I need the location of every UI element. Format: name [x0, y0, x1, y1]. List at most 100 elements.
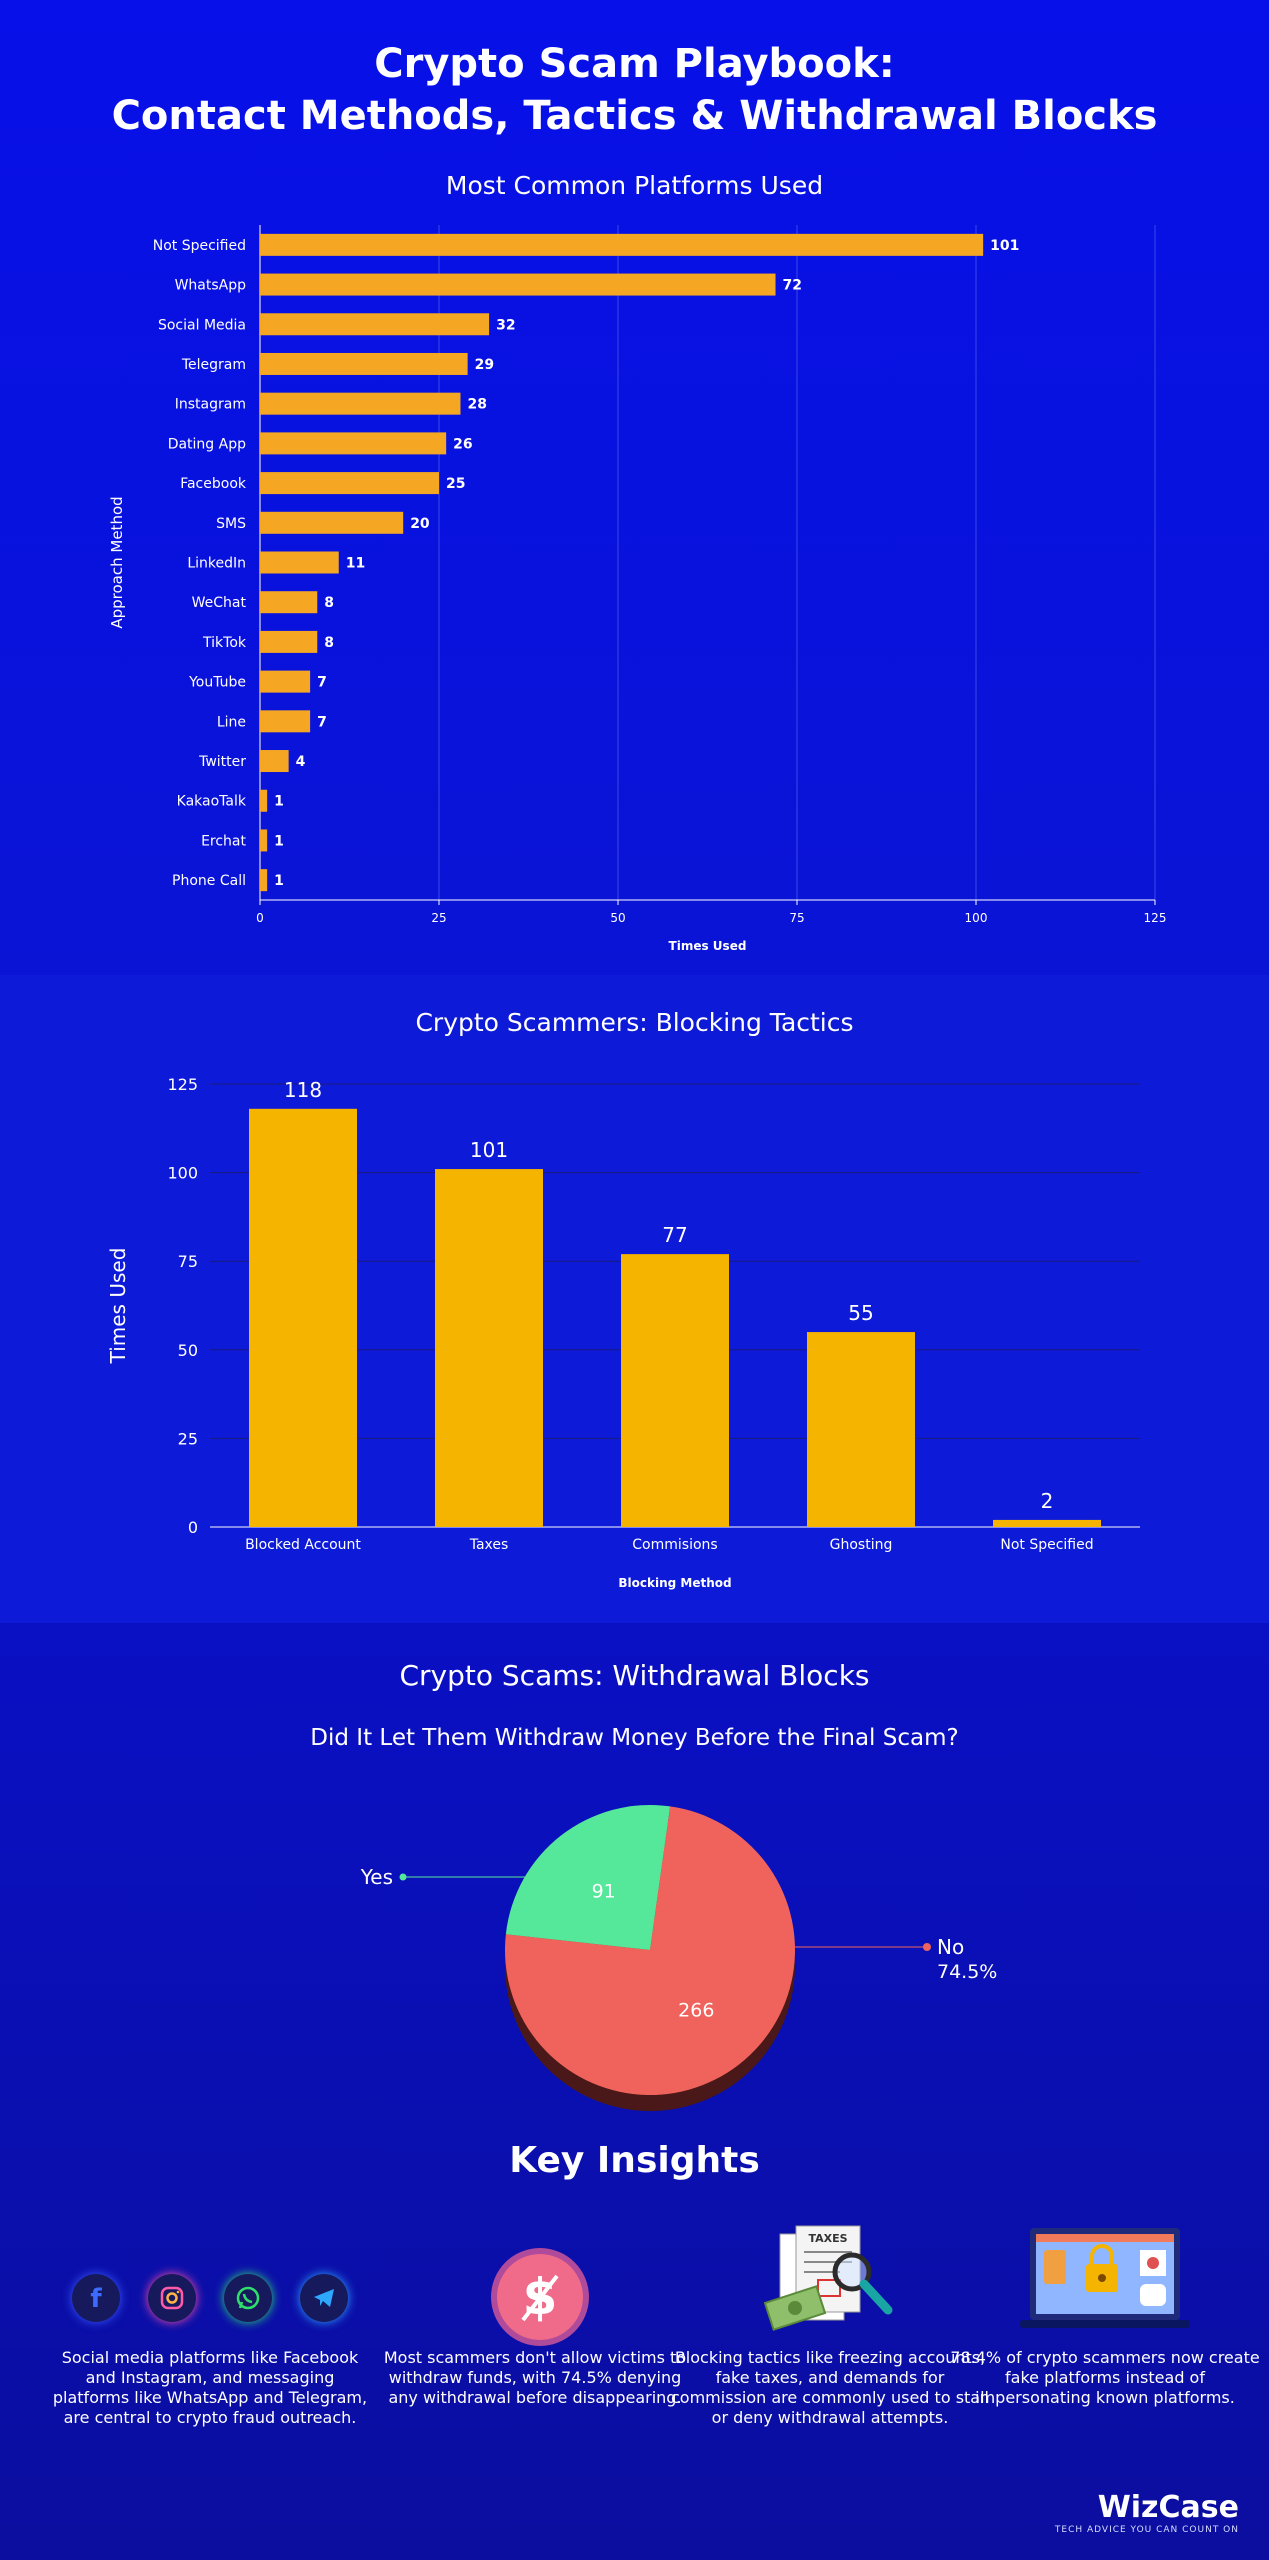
y-tick-label: Dating App [168, 436, 246, 452]
brand-name: WizCase [1097, 2490, 1239, 2525]
bar-value-label: 55 [848, 1301, 873, 1325]
bar [260, 789, 268, 812]
bar-value-label: 101 [470, 1138, 508, 1162]
brand-tagline: TECH ADVICE YOU CAN COUNT ON [1054, 2525, 1239, 2535]
page-title: Crypto Scam Playbook: Contact Methods, T… [0, 38, 1269, 142]
insight-blocking-tactics: Blocking tactics like freezing accounts,… [671, 2348, 989, 2427]
pie-slice [505, 1805, 671, 1950]
bar [260, 551, 339, 574]
bar [260, 392, 461, 415]
pie-callout-dot [399, 1873, 407, 1881]
bar [260, 472, 439, 495]
bar [260, 591, 318, 614]
x-tick-label: 0 [256, 911, 264, 925]
bar [435, 1169, 543, 1527]
platforms-chart-title: Most Common Platforms Used [445, 171, 824, 200]
bar-value-label: 26 [453, 436, 472, 452]
x-tick-label: 25 [431, 911, 446, 925]
x-tick-label: 125 [1144, 911, 1167, 925]
x-axis-label: Blocking Method [618, 1576, 731, 1590]
bar [260, 670, 311, 693]
insight-social-platforms: Social media platforms like Facebook and… [52, 2348, 368, 2427]
y-tick-label: Instagram [175, 397, 246, 413]
bar [260, 233, 984, 256]
pie-category-label: No [937, 1935, 964, 1959]
pie-value-label: 91 [592, 1880, 616, 1902]
y-tick-label: Erchat [201, 833, 246, 849]
y-tick-label: KakaoTalk [177, 794, 247, 810]
bar [260, 630, 318, 653]
bar-value-label: 8 [324, 635, 334, 651]
tax-document-icon: TAXES [760, 2222, 910, 2342]
x-tick-label: 50 [610, 911, 625, 925]
bar [260, 313, 490, 336]
bar-value-label: 2 [1041, 1489, 1054, 1513]
insight-fake-platforms: 78.4% of crypto scammers now create fake… [950, 2348, 1260, 2407]
bar-value-label: 11 [346, 556, 365, 572]
bar [993, 1519, 1101, 1527]
bar [260, 829, 268, 852]
bar [260, 352, 468, 375]
bar-value-label: 28 [467, 397, 486, 413]
y-tick-label: LinkedIn [187, 556, 246, 572]
bar-value-label: 7 [317, 675, 327, 691]
y-tick-label: 0 [188, 1518, 198, 1537]
bar-value-label: 7 [317, 714, 327, 730]
bar-value-label: 32 [496, 317, 515, 333]
bar [621, 1254, 729, 1527]
y-tick-label: Facebook [180, 476, 247, 492]
x-tick-label: 75 [789, 911, 804, 925]
x-tick-label: Ghosting [830, 1537, 893, 1553]
x-tick-label: Taxes [469, 1537, 509, 1553]
bar [260, 710, 311, 733]
title-line-2: Contact Methods, Tactics & Withdrawal Bl… [111, 93, 1158, 139]
y-tick-label: Telegram [181, 357, 246, 373]
bar-value-label: 4 [296, 754, 306, 770]
svg-text:f: f [90, 2284, 102, 2313]
bar [260, 432, 447, 455]
brand-logo: WizCase TECH ADVICE YOU CAN COUNT ON [1055, 2490, 1239, 2535]
instagram-icon [148, 2274, 196, 2322]
y-tick-label: WhatsApp [175, 278, 247, 294]
y-tick-label: YouTube [188, 675, 246, 691]
y-axis-label: Approach Method [108, 496, 126, 628]
y-tick-label: Not Specified [153, 238, 246, 254]
bar [807, 1332, 915, 1527]
bar-value-label: 20 [410, 516, 430, 532]
bar-value-label: 1 [274, 833, 284, 849]
insights-title: Key Insights [509, 2140, 760, 2181]
pie-callout-dot [923, 1943, 931, 1951]
bar [260, 273, 776, 296]
y-axis-label: Times Used [106, 1248, 130, 1365]
y-tick-label: Phone Call [172, 873, 246, 889]
y-tick-label: Social Media [158, 317, 246, 333]
y-tick-label: 100 [167, 1164, 198, 1183]
bar [249, 1108, 357, 1527]
pie-percent-label: 74.5% [937, 1961, 997, 1983]
withdrawal-chart-title: Crypto Scams: Withdrawal Blocks [399, 1659, 870, 1692]
facebook-icon: f [72, 2274, 120, 2322]
x-tick-label: Commisions [632, 1537, 717, 1553]
whatsapp-icon [224, 2274, 272, 2322]
pie-category-label: Yes [360, 1865, 393, 1889]
y-tick-label: TikTok [202, 635, 247, 651]
bar-value-label: 101 [990, 238, 1019, 254]
taxes-doc-label: TAXES [808, 2232, 847, 2245]
blocking-chart-title: Crypto Scammers: Blocking Tactics [415, 1008, 854, 1037]
y-tick-label: WeChat [192, 595, 247, 611]
laptop-lock-icon [1020, 2224, 1190, 2334]
bar-value-label: 29 [475, 357, 494, 373]
bar [260, 511, 404, 534]
x-axis-label: Times Used [669, 939, 747, 953]
y-tick-label: SMS [216, 516, 246, 532]
pie-slice [505, 1806, 796, 2095]
y-tick-label: 25 [178, 1429, 198, 1448]
telegram-icon [300, 2274, 348, 2322]
bar-value-label: 118 [284, 1078, 322, 1102]
insight-withdrawal-denied: Most scammers don't allow victims to wit… [383, 2348, 687, 2407]
bar [260, 869, 268, 892]
x-tick-label: Blocked Account [245, 1537, 361, 1553]
bar-value-label: 1 [274, 794, 284, 810]
